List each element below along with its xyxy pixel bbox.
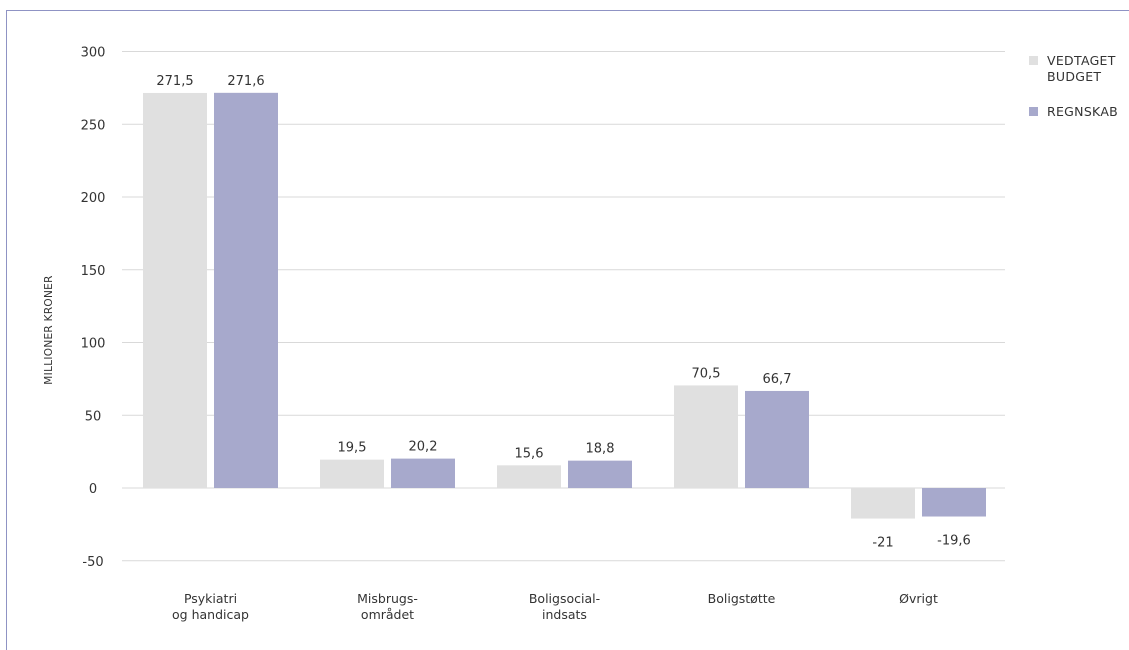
category-label: området	[361, 607, 414, 622]
category-label: indsats	[542, 607, 587, 622]
y-tick-label: 250	[81, 118, 106, 133]
bar	[214, 92, 278, 489]
chart-frame	[6, 10, 1129, 650]
bar	[143, 92, 207, 488]
legend-label: VEDTAGET	[1047, 53, 1116, 68]
data-label: -19,6	[937, 534, 971, 549]
bar	[320, 459, 384, 488]
bar	[568, 460, 632, 488]
bar	[674, 385, 738, 488]
category-label: Boligstøtte	[708, 591, 776, 606]
data-label: 20,2	[409, 440, 438, 455]
data-label: 15,6	[515, 446, 544, 461]
category-label: Misbrugs-	[357, 591, 418, 606]
value-labels: 271,5 271,6 19,5 20,2 15,6 18,8 70,5 66,7 -21 -19…	[156, 74, 970, 551]
legend-swatch	[1029, 56, 1038, 65]
bar	[922, 488, 986, 517]
data-label: 70,5	[692, 366, 721, 381]
y-tick-label: 0	[89, 482, 97, 497]
y-tick-label: 150	[81, 264, 106, 279]
y-tick-label: 200	[81, 191, 106, 206]
data-label: 271,5	[156, 74, 193, 89]
data-label: 271,6	[227, 74, 264, 89]
category-label: Psykiatri	[184, 591, 237, 606]
data-label: 19,5	[338, 441, 367, 456]
gridlines	[122, 51, 1005, 562]
bar	[745, 390, 809, 488]
data-label: 66,7	[763, 372, 792, 387]
y-tick-label: 300	[81, 46, 106, 61]
data-label: 18,8	[586, 442, 615, 457]
legend-label: BUDGET	[1047, 69, 1101, 84]
category-label: og handicap	[172, 607, 249, 622]
bar	[851, 488, 915, 519]
y-tick-label: 100	[81, 337, 106, 352]
legend-label: REGNSKAB	[1047, 104, 1118, 119]
bar	[497, 465, 561, 488]
data-label: -21	[872, 536, 893, 551]
y-axis-ticks: 300 250 200 150 100 50 0 -50	[81, 46, 106, 570]
legend-swatch	[1029, 107, 1038, 116]
y-tick-label: 50	[85, 409, 102, 424]
bar	[391, 458, 455, 488]
category-label: Boligsocial-	[529, 591, 600, 606]
y-tick-label: -50	[82, 555, 103, 570]
category-label: Øvrigt	[899, 591, 938, 606]
y-axis-label: MILLIONER KRONER	[43, 275, 55, 384]
bars	[143, 92, 986, 519]
